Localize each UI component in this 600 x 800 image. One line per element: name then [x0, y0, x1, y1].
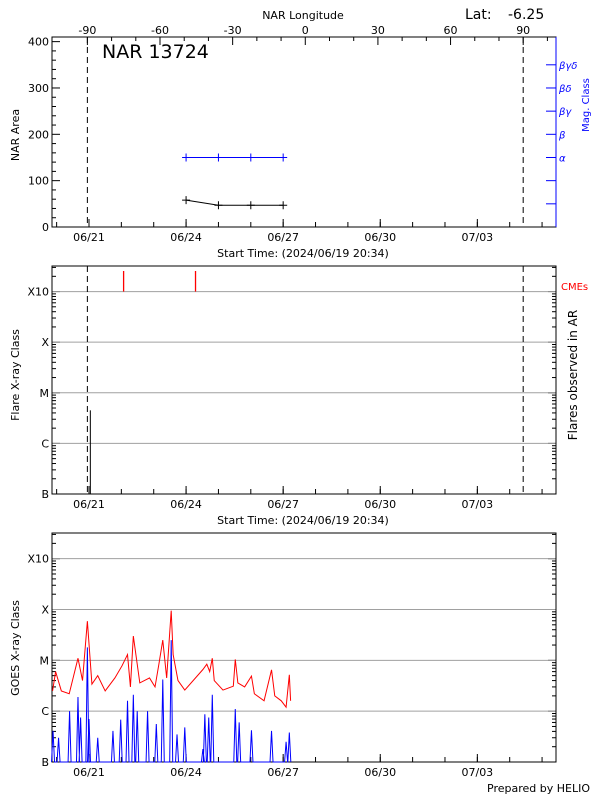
p1-ylabel: NAR Area: [9, 109, 22, 161]
x-tick-label: 06/24: [170, 766, 202, 779]
mag-class-label: β: [558, 130, 566, 141]
p1-xlabel: Start Time: (2024/06/19 20:34): [217, 247, 389, 260]
area-panel-frame: [51, 36, 557, 228]
y-tick-label: X: [41, 336, 49, 349]
credit: Prepared by HELIO: [487, 782, 590, 795]
x-tick-label: 06/30: [364, 231, 396, 244]
mag-class-point: [182, 153, 191, 162]
y-tick-label: B: [41, 756, 49, 769]
y-tick-label: B: [41, 488, 49, 501]
x-tick-label: 06/21: [73, 766, 105, 779]
lon-tick-label: -30: [224, 24, 242, 37]
x-tick-label: 07/03: [461, 231, 493, 244]
x-tick-label: 06/24: [170, 231, 202, 244]
y-tick-label: X10: [27, 553, 49, 566]
area-point: [214, 201, 223, 210]
y-tick-label: 300: [28, 82, 49, 95]
mag-class-label: βδ: [558, 84, 572, 95]
x-tick-label: 06/30: [364, 766, 396, 779]
lon-tick-label: 0: [302, 24, 309, 37]
area-line: [186, 199, 284, 206]
p2-y2label: Flares observed in AR: [566, 310, 580, 440]
lon-tick-label: 90: [516, 24, 530, 37]
area-point: [279, 201, 288, 210]
y-tick-label: 100: [28, 175, 49, 188]
x-tick-label: 06/27: [267, 498, 299, 511]
lat-value: -6.25: [508, 7, 544, 23]
mag-class-label: βγ: [558, 107, 572, 118]
y-tick-label: X10: [27, 286, 49, 299]
mag-class-label: βγδ: [558, 61, 577, 72]
lon-tick-label: 60: [444, 24, 458, 37]
region-title: NAR 13724: [102, 41, 209, 63]
p3-ylabel: GOES X-ray Class: [9, 600, 22, 696]
lat-label: Lat:: [465, 7, 492, 23]
top-axis-label: NAR Longitude: [262, 9, 344, 22]
goes-short-line: [51, 640, 292, 763]
lon-tick-label: -60: [151, 24, 169, 37]
y-tick-label: C: [41, 437, 49, 450]
y-tick-label: X: [41, 604, 49, 617]
p1-y2label: Mag. Class: [581, 78, 592, 132]
mag-class-point: [246, 153, 255, 162]
area-point: [182, 196, 191, 205]
x-tick-label: 07/03: [461, 498, 493, 511]
goes-long-line: [52, 610, 292, 709]
lon-tick-label: 30: [371, 24, 385, 37]
flare-panel-frame: [51, 265, 557, 495]
cme-label: CMEs: [561, 282, 588, 293]
y-tick-label: M: [40, 387, 50, 400]
x-tick-label: 06/21: [73, 498, 105, 511]
y-tick-label: M: [40, 654, 50, 667]
y-tick-label: 0: [42, 221, 49, 234]
goes-panel-frame: [51, 532, 557, 763]
y-tick-label: 400: [28, 36, 49, 49]
p2-ylabel: Flare X-ray Class: [9, 329, 22, 421]
x-tick-label: 07/03: [461, 766, 493, 779]
y-tick-label: 200: [28, 128, 49, 141]
x-tick-label: 06/30: [364, 498, 396, 511]
lon-tick-label: -90: [78, 24, 96, 37]
x-tick-label: 06/27: [267, 766, 299, 779]
x-tick-label: 06/27: [267, 231, 299, 244]
mag-class-label: α: [559, 153, 566, 164]
mag-class-point: [214, 153, 223, 162]
area-point: [246, 201, 255, 210]
y-tick-label: C: [41, 705, 49, 718]
x-tick-label: 06/21: [73, 231, 105, 244]
p2-xlabel: Start Time: (2024/06/19 20:34): [217, 514, 389, 527]
mag-class-point: [279, 153, 288, 162]
x-tick-label: 06/24: [170, 498, 202, 511]
